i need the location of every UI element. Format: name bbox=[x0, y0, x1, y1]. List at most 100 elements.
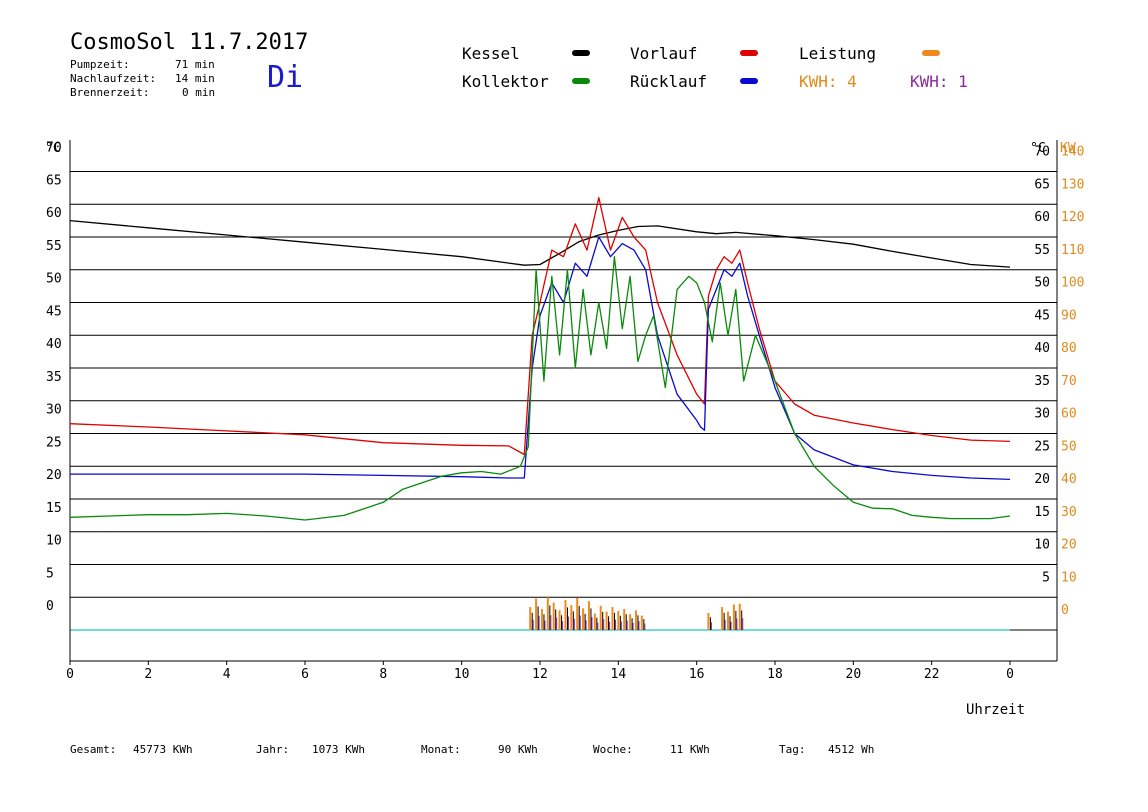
x-tick-label: 0 bbox=[1006, 667, 1014, 682]
legend-label-kollektor: Kollektor bbox=[462, 72, 549, 91]
legend-swatch-kessel bbox=[572, 50, 590, 56]
y-axis-label-right-c: °C bbox=[1030, 141, 1046, 156]
y-tick-label-left: 35 bbox=[46, 370, 62, 385]
y-tick-label-right-c: 35 bbox=[1034, 374, 1050, 389]
y-tick-label-right-c: 10 bbox=[1034, 538, 1050, 553]
legend-swatch-leistung bbox=[922, 50, 940, 56]
stat-nachlaufzeit-value: 14 min bbox=[175, 72, 215, 85]
y-tick-label-right-kw: 0 bbox=[1061, 603, 1069, 618]
y-tick-label-left: 50 bbox=[46, 272, 62, 287]
x-tick-label: 18 bbox=[767, 667, 783, 682]
footer-tag-label: Tag: bbox=[779, 743, 806, 756]
y-tick-label-left: 65 bbox=[46, 173, 62, 188]
x-tick-label: 8 bbox=[379, 667, 387, 682]
y-tick-label-left: 45 bbox=[46, 304, 62, 319]
x-tick-label: 4 bbox=[223, 667, 231, 682]
y-tick-label-right-kw: 20 bbox=[1061, 538, 1077, 553]
y-tick-label-right-kw: 50 bbox=[1061, 439, 1077, 454]
legend-label-vorlauf: Vorlauf bbox=[630, 44, 698, 63]
y-tick-label-right-c: 25 bbox=[1034, 439, 1050, 454]
y-tick-label-left: 55 bbox=[46, 239, 62, 254]
y-tick-label-left: 15 bbox=[46, 501, 62, 516]
footer-jahr-value: 1073 KWh bbox=[312, 743, 365, 756]
y-tick-label-right-c: 15 bbox=[1034, 505, 1050, 520]
y-tick-label-right-c: 70 bbox=[1034, 145, 1050, 160]
y-tick-label-left: 20 bbox=[46, 468, 62, 483]
y-tick-label-left: 25 bbox=[46, 435, 62, 450]
legend-swatch-ruecklauf bbox=[740, 78, 758, 84]
kwh-orange-label: KWH: 4 bbox=[799, 72, 857, 91]
y-tick-label-right-kw: 140 bbox=[1061, 145, 1084, 160]
series-line-kessel bbox=[69, 219, 1011, 268]
chart-title: CosmoSol 11.7.2017 bbox=[70, 30, 309, 55]
y-tick-label-right-c: 55 bbox=[1034, 243, 1050, 258]
y-tick-label-right-c: 60 bbox=[1034, 210, 1050, 225]
x-tick-label: 0 bbox=[66, 667, 74, 682]
tick-labels: 0 2 4 6 8 10 12 14 16 18 20 22 005101520253035404550… bbox=[46, 141, 1084, 683]
power-bars bbox=[529, 597, 744, 630]
legend-label-leistung: Leistung bbox=[799, 44, 877, 63]
y-tick-label-right-kw: 120 bbox=[1061, 210, 1084, 225]
footer-gesamt-label: Gesamt: bbox=[70, 743, 117, 756]
stat-brennerzeit-value: 0 min bbox=[182, 86, 216, 99]
x-tick-label: 14 bbox=[611, 667, 627, 682]
footer-woche-label: Woche: bbox=[593, 743, 633, 756]
y-tick-label-left: 40 bbox=[46, 337, 62, 352]
y-tick-label-right-kw: 30 bbox=[1061, 505, 1077, 520]
y-tick-label-right-c: 50 bbox=[1034, 276, 1050, 291]
weekday-label: Di bbox=[267, 60, 304, 95]
legend-swatch-vorlauf bbox=[740, 50, 758, 56]
x-tick-label: 20 bbox=[846, 667, 862, 682]
x-tick-label: 16 bbox=[689, 667, 705, 682]
x-tick-label: 6 bbox=[301, 667, 309, 682]
x-tick-label: 22 bbox=[924, 667, 940, 682]
footer-monat-value: 90 KWh bbox=[498, 743, 538, 756]
y-tick-label-right-c: 65 bbox=[1034, 177, 1050, 192]
footer-woche-value: 11 KWh bbox=[670, 743, 710, 756]
y-tick-label-left: 10 bbox=[46, 534, 62, 549]
y-tick-label-right-kw: 130 bbox=[1061, 177, 1084, 192]
footer-jahr-label: Jahr: bbox=[256, 743, 290, 756]
y-tick-label-right-kw: 110 bbox=[1061, 243, 1084, 258]
footer-gesamt-value: 45773 KWh bbox=[133, 743, 193, 756]
axes bbox=[69, 140, 1058, 665]
y-tick-label-right-c: 30 bbox=[1034, 407, 1050, 422]
series-line-vorlauf bbox=[69, 197, 1011, 456]
y-tick-label-left: 5 bbox=[46, 566, 54, 581]
y-axis-label-left: °C bbox=[45, 141, 61, 156]
y-tick-label-right-c: 40 bbox=[1034, 341, 1050, 356]
legend-swatch-kollektor bbox=[572, 78, 590, 84]
x-tick-label: 2 bbox=[144, 667, 152, 682]
x-tick-label: 12 bbox=[532, 667, 548, 682]
x-tick-label: 10 bbox=[454, 667, 470, 682]
y-tick-label-right-kw: 60 bbox=[1061, 407, 1077, 422]
y-tick-label-left: 60 bbox=[46, 206, 62, 221]
y-tick-label-right-c: 45 bbox=[1034, 308, 1050, 323]
stat-pumpzeit-label: Pumpzeit: bbox=[70, 58, 130, 71]
x-axis-label: Uhrzeit bbox=[966, 702, 1025, 718]
grid-lines bbox=[70, 171, 1057, 631]
y-tick-label-right-kw: 40 bbox=[1061, 472, 1077, 487]
y-tick-label-right-kw: 80 bbox=[1061, 341, 1077, 356]
y-tick-label-right-kw: 70 bbox=[1061, 374, 1077, 389]
legend-label-ruecklauf: Rücklauf bbox=[630, 72, 708, 91]
legend-label-kessel: Kessel bbox=[462, 44, 520, 63]
series-line-kollektor bbox=[69, 256, 1011, 521]
series-lines bbox=[69, 197, 1011, 521]
y-axis-label-right-kw: KW bbox=[1060, 141, 1076, 156]
stat-pumpzeit-value: 71 min bbox=[175, 58, 215, 71]
y-tick-label-left: 30 bbox=[46, 403, 62, 418]
kwh-purple-label: KWH: 1 bbox=[910, 72, 968, 91]
y-tick-label-right-c: 5 bbox=[1042, 570, 1050, 585]
footer-tag-value: 4512 Wh bbox=[828, 743, 875, 756]
series-line-rcklauf bbox=[70, 236, 1011, 481]
y-tick-label-right-kw: 100 bbox=[1061, 276, 1084, 291]
footer-monat-label: Monat: bbox=[421, 743, 461, 756]
stat-brennerzeit-label: Brennerzeit: bbox=[70, 86, 150, 99]
y-tick-label-right-kw: 10 bbox=[1061, 570, 1077, 585]
y-tick-label-left: 0 bbox=[46, 599, 54, 614]
stat-nachlaufzeit-label: Nachlaufzeit: bbox=[70, 72, 157, 85]
y-tick-label-right-c: 20 bbox=[1034, 472, 1050, 487]
y-tick-label-right-kw: 90 bbox=[1061, 308, 1077, 323]
